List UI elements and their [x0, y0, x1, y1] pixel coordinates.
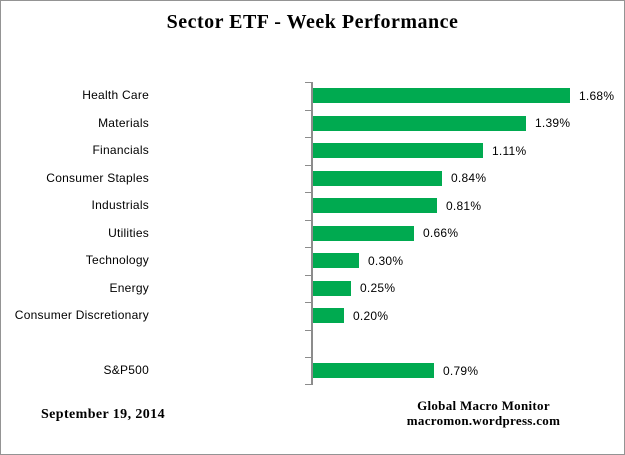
axis-tick — [305, 302, 311, 303]
bar — [313, 225, 414, 241]
bar-row — [313, 330, 619, 358]
bar-row: 0.79% — [313, 357, 619, 385]
value-label: 0.25% — [360, 281, 396, 296]
value-label: 0.66% — [423, 226, 459, 241]
bar-row: 0.66% — [313, 220, 619, 248]
axis-tick — [305, 247, 311, 248]
category-label: Financials — [92, 143, 149, 157]
bar — [313, 88, 570, 104]
bar — [313, 143, 483, 159]
category-label: S&P500 — [103, 363, 149, 377]
category-axis-labels: Health Care Materials Financials Consumer S… — [1, 82, 149, 385]
category-label — [1, 330, 149, 358]
footer-source-line2: macromon.wordpress.com — [406, 412, 561, 428]
axis-tick — [305, 274, 311, 276]
value-label: 0.79% — [443, 363, 479, 378]
bar-row: 0.84% — [313, 165, 619, 193]
axis-tick — [305, 219, 311, 221]
value-label: 0.84% — [451, 171, 487, 186]
bar — [313, 253, 359, 269]
category-label: Consumer Staples — [46, 170, 149, 185]
value-label: 0.30% — [368, 253, 404, 268]
category-label: Industrials — [91, 198, 149, 212]
y-axis-line — [311, 82, 313, 385]
axis-tick — [305, 82, 311, 83]
axis-tick — [305, 357, 311, 358]
bar — [313, 363, 434, 379]
bar — [313, 280, 351, 296]
axis-tick — [305, 329, 311, 331]
category-label: Utilities — [108, 225, 149, 240]
value-label: 1.11% — [492, 143, 527, 158]
bar-row: 0.20% — [313, 302, 619, 330]
bar — [313, 115, 526, 131]
value-label: 0.81% — [446, 198, 482, 213]
bar — [313, 308, 344, 324]
plot-area: 1.68% 1.39% 1.11% 0.84% 0.81% 0.66% 0.30% 0.25%… — [305, 82, 619, 385]
category-label: Materials — [98, 115, 149, 130]
footer-source: Global Macro Monitor macromon.wordpress.… — [376, 398, 591, 428]
axis-tick — [305, 192, 311, 193]
category-label: Technology — [85, 253, 149, 267]
axis-tick — [305, 137, 311, 138]
axis-tick — [305, 383, 311, 385]
bar-row: 0.25% — [313, 275, 619, 303]
value-label: 1.68% — [579, 88, 615, 103]
value-label: 1.39% — [535, 116, 571, 131]
bar-row: 0.30% — [313, 247, 619, 275]
bar — [313, 198, 437, 214]
bar — [313, 170, 442, 186]
bar-row: 0.81% — [313, 192, 619, 220]
footer-date: September 19, 2014 — [41, 407, 165, 422]
bar-row: 1.11% — [313, 137, 619, 165]
axis-tick — [305, 164, 311, 166]
category-label: Health Care — [82, 88, 149, 102]
bar-row: 1.68% — [313, 82, 619, 110]
category-label: Consumer Discretionary — [14, 308, 149, 322]
bar-row: 1.39% — [313, 110, 619, 138]
category-label: Energy — [109, 280, 149, 295]
value-label: 0.20% — [353, 308, 389, 323]
footer-source-line1: Global Macro Monitor — [417, 398, 550, 413]
axis-tick — [305, 109, 311, 111]
chart-title: Sector ETF - Week Performance — [166, 11, 459, 33]
